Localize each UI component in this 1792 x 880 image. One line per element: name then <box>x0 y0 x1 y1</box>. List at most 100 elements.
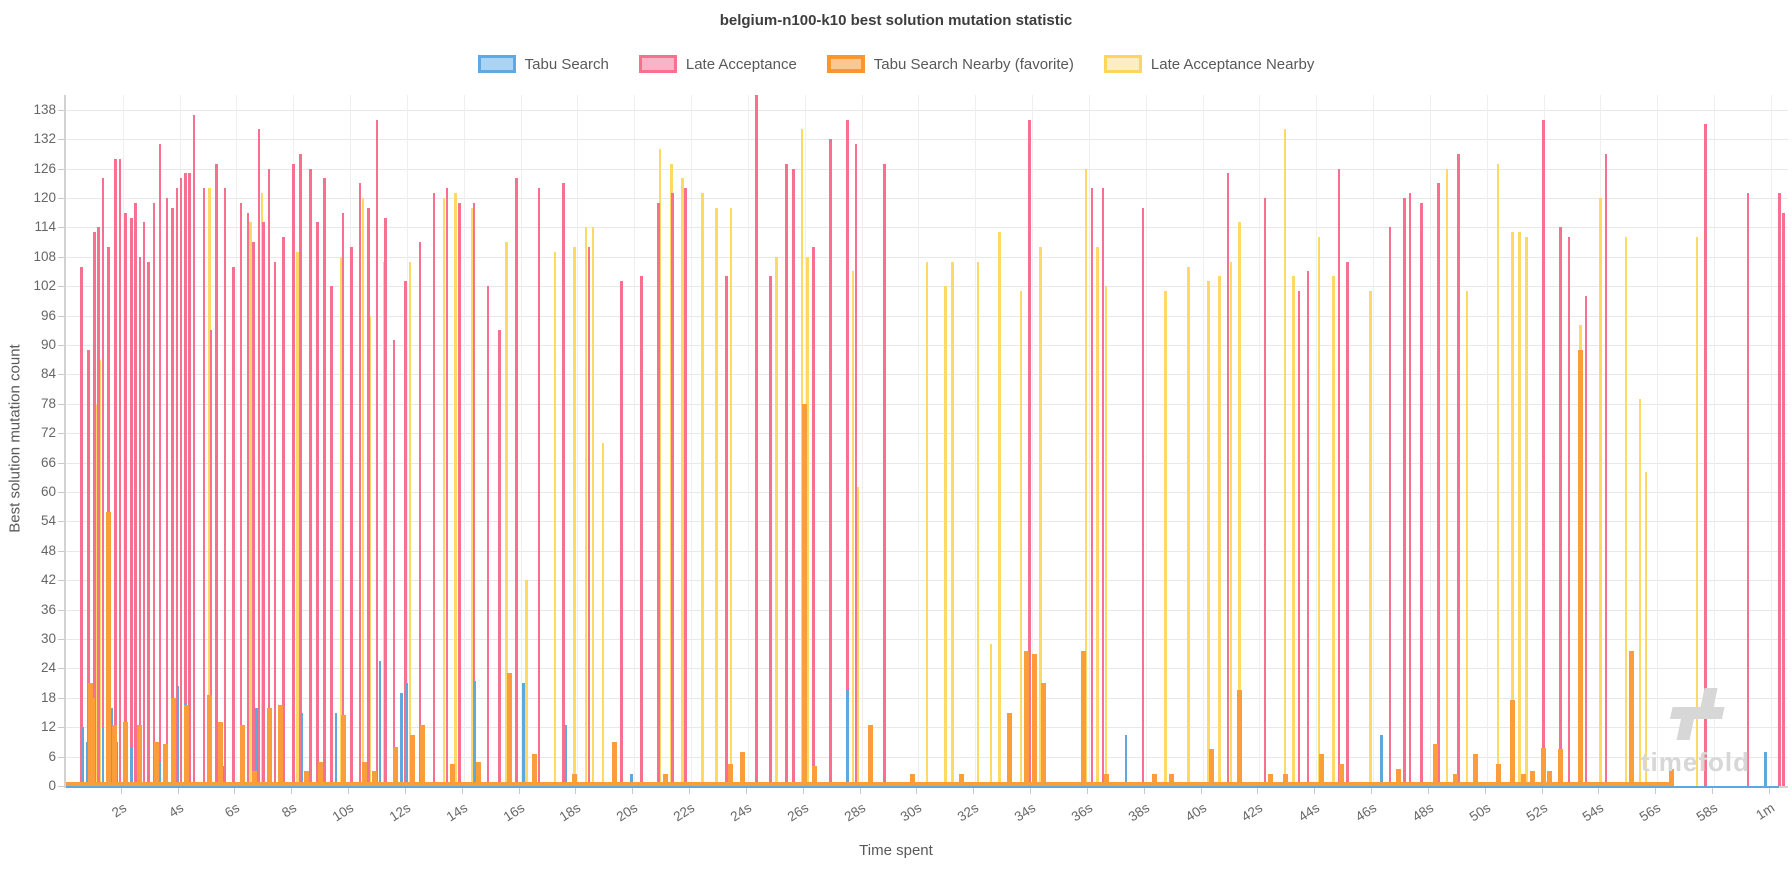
bar-late-acceptance <box>350 246 353 786</box>
bar-tabu-search-nearby-favorite <box>106 511 112 786</box>
bar-late-acceptance-nearby <box>806 256 809 786</box>
v-gridline <box>1486 95 1488 786</box>
bar-tabu-search-nearby-favorite <box>317 761 323 786</box>
bar-late-acceptance-nearby <box>1511 232 1514 786</box>
x-tick-label: 40s <box>1182 800 1209 825</box>
bar-tabu-search <box>115 741 119 786</box>
v-gridline <box>1770 95 1772 786</box>
v-gridline <box>1373 95 1375 786</box>
y-tick-label: 0 <box>48 778 56 793</box>
x-tick-mark <box>689 788 691 794</box>
bar-tabu-search-nearby-favorite <box>958 773 964 786</box>
bar-late-acceptance-nearby <box>249 222 252 786</box>
bar-tabu-search <box>86 741 89 786</box>
x-tick-mark <box>1086 788 1088 794</box>
bar-tabu-search-nearby-favorite <box>171 697 177 786</box>
bar-tabu-search-nearby-favorite <box>1032 653 1038 786</box>
y-tick-mark <box>58 315 64 317</box>
x-tick-mark <box>404 788 406 794</box>
bar-late-acceptance-nearby <box>800 129 804 786</box>
bar-tabu-search <box>101 727 105 786</box>
bar-tabu-search-nearby-favorite <box>1529 771 1535 786</box>
bar-late-acceptance-nearby <box>260 193 264 786</box>
bar-late-acceptance-nearby <box>1638 398 1642 786</box>
legend-item-late-acceptance-nearby[interactable]: Late Acceptance Nearby <box>1103 55 1314 73</box>
bar-tabu-search-nearby-favorite <box>340 714 346 786</box>
bar-late-acceptance <box>239 202 242 786</box>
bar-late-acceptance-nearby <box>1644 472 1648 786</box>
x-tick-label: 14s <box>443 800 470 825</box>
bar-late-acceptance-nearby <box>442 197 446 786</box>
bar-late-acceptance-nearby <box>601 442 605 786</box>
legend-swatch-icon <box>1103 55 1142 73</box>
bar-late-acceptance <box>1584 295 1588 786</box>
x-tick-label: 52s <box>1523 800 1550 825</box>
y-tick-label: 90 <box>40 336 56 352</box>
bar-tabu-search <box>110 707 113 786</box>
y-tick-mark <box>58 609 64 611</box>
x-tick-label: 1m <box>1753 800 1778 823</box>
y-tick-mark <box>58 168 64 170</box>
bar-late-acceptance-nearby <box>670 163 673 786</box>
x-tick-label: 24s <box>727 800 755 825</box>
x-tick-mark <box>1427 788 1429 794</box>
x-tick-mark <box>1030 788 1032 794</box>
bar-late-acceptance <box>755 95 758 786</box>
bar-tabu-search-nearby-favorite <box>1668 768 1674 786</box>
bar-late-acceptance-nearby <box>1695 237 1699 786</box>
baseline-tabu-search <box>66 785 1780 788</box>
y-tick-mark <box>58 668 64 670</box>
legend-item-tabu-search[interactable]: Tabu Search <box>477 55 609 73</box>
y-tick-mark <box>58 109 64 111</box>
bar-late-acceptance <box>114 158 117 786</box>
v-gridline <box>691 95 693 786</box>
x-tick-label: 58s <box>1693 800 1721 825</box>
bar-tabu-search <box>473 680 477 786</box>
bar-tabu-search <box>255 707 258 786</box>
legend-item-tabu-search-nearby-favorite[interactable]: Tabu Search Nearby (favorite) <box>826 55 1074 73</box>
bar-tabu-search-nearby-favorite <box>1521 773 1527 786</box>
bar-tabu-search-nearby-favorite <box>1472 754 1478 786</box>
bar-tabu-search-nearby-favorite <box>1282 773 1288 786</box>
y-tick-label: 78 <box>40 395 56 411</box>
x-tick-mark <box>1257 788 1259 794</box>
bar-tabu-search-nearby-favorite <box>1041 683 1046 786</box>
bar-late-acceptance-nearby <box>851 271 855 786</box>
bar-late-acceptance <box>323 178 326 786</box>
h-gridline <box>66 256 1788 258</box>
bar-late-acceptance <box>515 178 518 786</box>
bar-tabu-search-nearby-favorite <box>1151 773 1157 786</box>
bar-late-acceptance <box>330 286 333 786</box>
bar-late-acceptance <box>192 114 196 786</box>
v-gridline <box>1657 95 1659 786</box>
y-tick-label: 66 <box>40 454 56 470</box>
bar-late-acceptance <box>657 202 660 786</box>
bar-tabu-search <box>1380 734 1383 786</box>
bar-late-acceptance <box>138 256 142 786</box>
bar-tabu-search <box>1764 751 1767 786</box>
y-tick-label: 102 <box>33 278 56 294</box>
bar-late-acceptance-nearby <box>1096 246 1099 786</box>
bar-late-acceptance <box>309 168 312 786</box>
v-gridline <box>1429 95 1431 786</box>
legend-swatch-icon <box>826 55 865 73</box>
bar-late-acceptance <box>1101 188 1105 786</box>
bar-late-acceptance <box>147 261 150 786</box>
bar-late-acceptance-nearby <box>729 207 733 786</box>
x-tick-mark <box>1200 788 1202 794</box>
x-tick-mark <box>1541 788 1543 794</box>
y-tick-mark <box>58 580 64 582</box>
x-tick-label: 26s <box>784 800 811 825</box>
v-gridline <box>1316 95 1318 786</box>
bar-late-acceptance <box>883 163 886 786</box>
v-gridline <box>918 95 920 786</box>
bar-tabu-search-nearby-favorite <box>1339 763 1345 786</box>
bar-tabu-search-nearby-favorite <box>1578 349 1584 786</box>
bar-late-acceptance-nearby <box>1525 237 1528 786</box>
bar-late-acceptance <box>725 276 728 786</box>
legend-item-late-acceptance[interactable]: Late Acceptance <box>638 55 797 73</box>
h-gridline <box>66 197 1788 199</box>
bar-tabu-search <box>176 685 180 786</box>
bar-late-acceptance-nearby <box>505 242 508 786</box>
bar-late-acceptance <box>1337 168 1341 786</box>
